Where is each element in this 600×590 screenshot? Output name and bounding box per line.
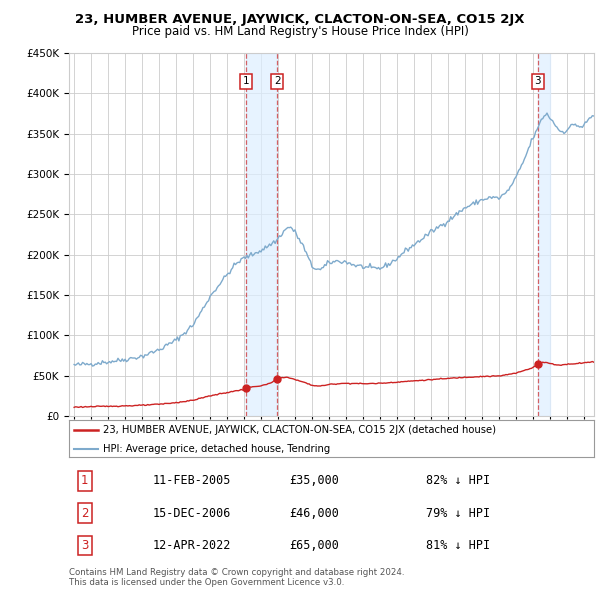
Text: 82% ↓ HPI: 82% ↓ HPI <box>426 474 490 487</box>
Text: 23, HUMBER AVENUE, JAYWICK, CLACTON-ON-SEA, CO15 2JX: 23, HUMBER AVENUE, JAYWICK, CLACTON-ON-S… <box>75 13 525 26</box>
Text: 3: 3 <box>534 76 541 86</box>
Text: 23, HUMBER AVENUE, JAYWICK, CLACTON-ON-SEA, CO15 2JX (detached house): 23, HUMBER AVENUE, JAYWICK, CLACTON-ON-S… <box>103 425 496 435</box>
Text: Price paid vs. HM Land Registry's House Price Index (HPI): Price paid vs. HM Land Registry's House … <box>131 25 469 38</box>
Text: £65,000: £65,000 <box>290 539 340 552</box>
Text: 79% ↓ HPI: 79% ↓ HPI <box>426 507 490 520</box>
Text: 2: 2 <box>274 76 281 86</box>
Text: 11-FEB-2005: 11-FEB-2005 <box>153 474 232 487</box>
Text: £35,000: £35,000 <box>290 474 340 487</box>
Text: 1: 1 <box>81 474 89 487</box>
Text: 12-APR-2022: 12-APR-2022 <box>153 539 232 552</box>
Text: HPI: Average price, detached house, Tendring: HPI: Average price, detached house, Tend… <box>103 444 331 454</box>
Bar <box>246 53 277 416</box>
Text: £46,000: £46,000 <box>290 507 340 520</box>
Bar <box>538 53 550 416</box>
Text: 3: 3 <box>81 539 88 552</box>
Text: 81% ↓ HPI: 81% ↓ HPI <box>426 539 490 552</box>
Text: 15-DEC-2006: 15-DEC-2006 <box>153 507 232 520</box>
Text: Contains HM Land Registry data © Crown copyright and database right 2024.
This d: Contains HM Land Registry data © Crown c… <box>69 568 404 587</box>
Text: 1: 1 <box>243 76 250 86</box>
Text: 2: 2 <box>81 507 89 520</box>
